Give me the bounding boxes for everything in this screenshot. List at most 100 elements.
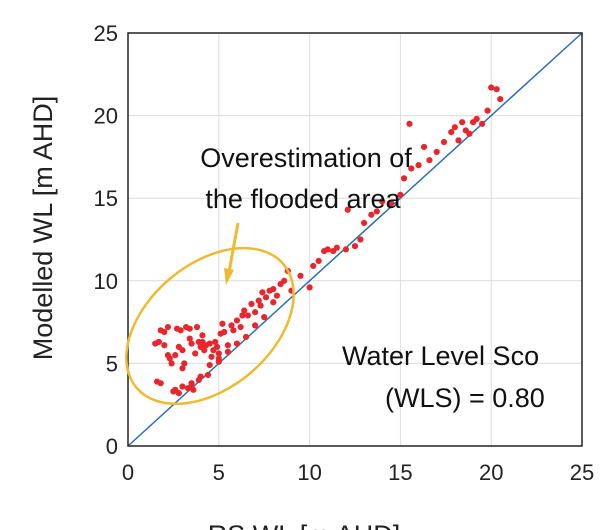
annotation-arrow	[227, 222, 240, 273]
data-point	[192, 350, 199, 357]
data-point	[455, 137, 462, 144]
wls-annotation-line1: Water Level Sco	[342, 341, 539, 371]
data-point	[360, 219, 368, 227]
data-point	[333, 244, 340, 251]
y-tick-label: 0	[106, 434, 118, 459]
data-points	[152, 84, 504, 397]
y-tick-label: 15	[94, 186, 118, 211]
data-point	[197, 373, 204, 380]
data-point	[415, 162, 422, 169]
data-point	[344, 206, 351, 213]
data-point	[270, 299, 277, 306]
data-point	[206, 340, 213, 347]
data-point	[190, 386, 197, 393]
data-point	[270, 285, 277, 293]
data-point	[155, 338, 162, 346]
data-point	[315, 257, 322, 265]
data-point	[459, 119, 466, 126]
data-point	[213, 343, 221, 350]
data-point	[219, 320, 226, 327]
data-point	[161, 328, 168, 336]
grid-lines	[128, 33, 582, 446]
data-point	[479, 120, 486, 127]
data-point	[233, 340, 241, 347]
data-point	[233, 317, 241, 324]
data-point	[188, 380, 195, 387]
data-point	[306, 284, 313, 291]
x-tick-label: 25	[570, 460, 594, 485]
data-point	[199, 332, 206, 339]
data-point	[397, 191, 404, 198]
data-point	[208, 353, 215, 360]
data-point	[248, 300, 255, 308]
data-point	[310, 262, 317, 270]
data-point	[181, 360, 188, 367]
data-point	[351, 243, 359, 250]
data-point	[324, 246, 331, 253]
data-point	[262, 294, 270, 301]
data-point	[188, 340, 195, 347]
data-point	[257, 302, 264, 309]
overestimation-annotation-line1: Overestimation of	[200, 143, 412, 173]
data-point	[400, 175, 408, 182]
data-point	[357, 236, 364, 243]
data-point	[368, 211, 375, 218]
data-point	[261, 314, 268, 321]
x-tick-label: 20	[479, 460, 503, 485]
data-point	[161, 342, 168, 349]
data-point	[228, 322, 235, 329]
x-tick-label: 5	[213, 460, 225, 485]
data-point	[168, 360, 175, 367]
data-point	[215, 355, 222, 362]
data-point	[448, 129, 455, 136]
data-point	[193, 323, 201, 331]
data-point	[406, 120, 413, 127]
data-point	[179, 365, 186, 372]
overestimation-annotation-line2: the flooded area	[205, 184, 401, 214]
y-tick-labels: 0 5 10 15 20 25	[94, 21, 118, 459]
data-point	[408, 165, 415, 172]
data-point	[179, 383, 186, 390]
data-point	[221, 328, 228, 336]
data-point	[259, 289, 266, 296]
data-point	[172, 352, 179, 359]
data-point	[252, 309, 259, 316]
annotation-arrow-head	[224, 268, 234, 285]
y-tick-label: 10	[94, 269, 118, 294]
data-point	[420, 143, 428, 151]
x-tick-label: 0	[122, 460, 134, 485]
data-point	[175, 390, 182, 397]
data-point	[201, 347, 208, 354]
data-point	[241, 307, 248, 314]
plot-frame	[127, 32, 583, 447]
data-point	[466, 130, 473, 137]
data-point	[204, 371, 212, 379]
data-point	[252, 322, 259, 329]
data-point	[244, 312, 251, 319]
data-point	[488, 84, 495, 91]
data-point	[473, 115, 480, 123]
y-tick-label: 5	[106, 351, 118, 376]
data-point	[451, 124, 458, 131]
data-point	[212, 338, 219, 346]
data-point	[255, 297, 262, 304]
data-point	[224, 342, 231, 349]
data-point	[373, 208, 380, 215]
data-point	[242, 333, 250, 341]
x-tick-label: 15	[388, 460, 412, 485]
data-point	[224, 348, 231, 355]
data-point	[164, 323, 172, 331]
data-point	[273, 292, 281, 299]
data-point	[206, 361, 213, 369]
data-point	[230, 327, 237, 334]
data-point	[215, 350, 222, 357]
x-tick-labels: 0 5 10 15 20 25	[122, 460, 594, 485]
data-point	[433, 148, 440, 156]
wls-annotation-line2: (WLS) = 0.80	[385, 383, 545, 413]
data-point	[379, 198, 386, 205]
data-point	[342, 246, 350, 253]
data-point	[239, 312, 246, 319]
y-axis-label: Modelled WL [m AHD]	[28, 96, 58, 361]
data-point	[484, 107, 491, 114]
